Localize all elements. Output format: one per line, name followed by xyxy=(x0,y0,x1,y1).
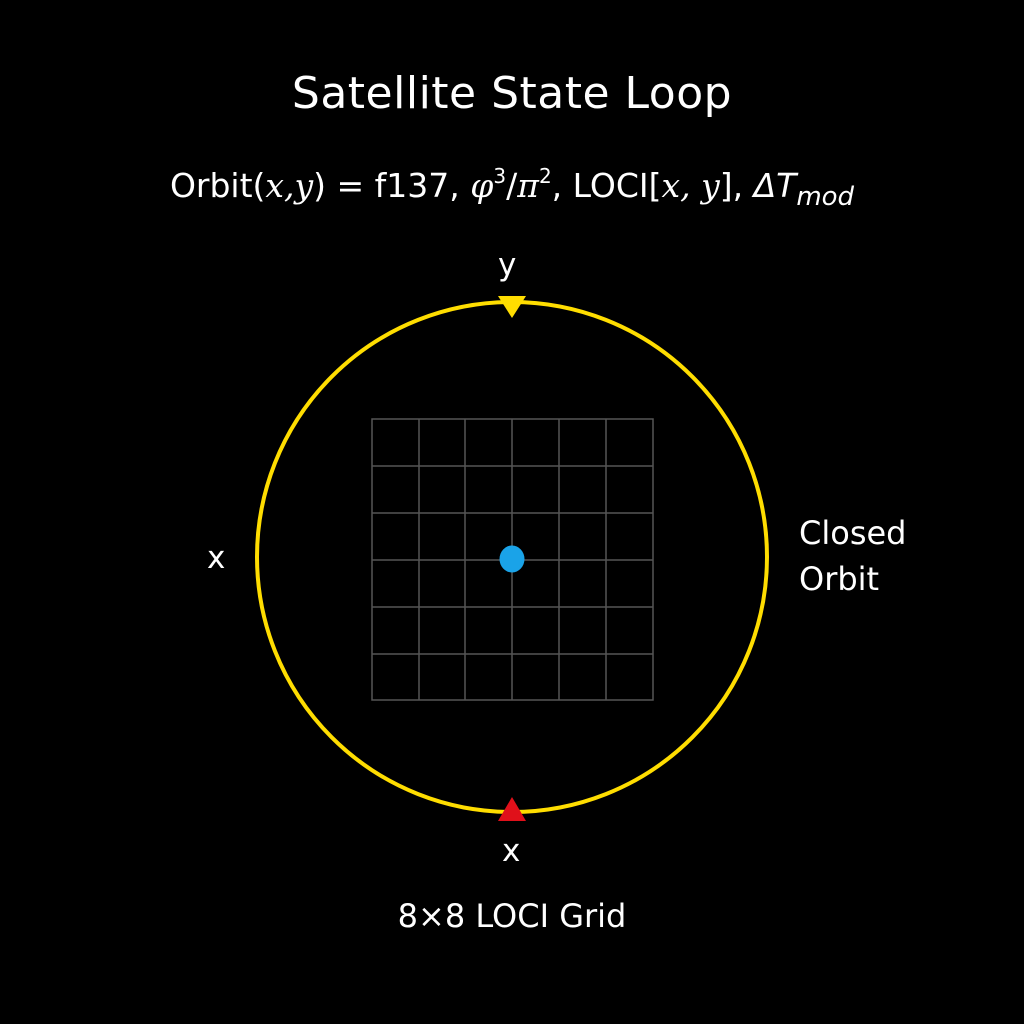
formula-loci-prefix: , LOCI[ xyxy=(551,166,662,205)
formula-mod-subscript: mod xyxy=(796,182,855,212)
formula-args: x,y xyxy=(265,166,314,205)
formula-middle: ) = f137, xyxy=(313,166,471,205)
formula-loci-suffix: ], xyxy=(719,166,754,205)
closed-orbit-label: Closed Orbit xyxy=(799,510,906,602)
loci-grid-caption: 8×8 LOCI Grid xyxy=(397,897,627,935)
closed-orbit-label-line1: Closed xyxy=(799,514,907,552)
formula-loci-args: x, y xyxy=(661,166,720,205)
top-marker-triangle xyxy=(498,296,526,318)
formula-pi: π xyxy=(517,166,539,205)
formula-delta-t: ΔT xyxy=(753,166,797,205)
formula-slash: / xyxy=(506,166,518,205)
page-title: Satellite State Loop xyxy=(291,68,733,119)
formula-phi: φ xyxy=(470,166,494,205)
bottom-marker-triangle xyxy=(498,797,526,821)
axis-label-y-top: y xyxy=(498,247,517,283)
formula-pi-exponent: 2 xyxy=(538,164,552,188)
formula-phi-exponent: 3 xyxy=(493,164,507,188)
axis-label-x-bottom: x xyxy=(502,833,521,869)
orbit-formula: Orbit(x,y) = f137, φ3/π2, LOCI[x, y], ΔT… xyxy=(0,162,1024,210)
closed-orbit-label-line2: Orbit xyxy=(799,560,880,598)
satellite-state-dot xyxy=(499,545,525,573)
formula-prefix: Orbit( xyxy=(169,166,266,205)
axis-label-x-left: x xyxy=(207,540,226,576)
